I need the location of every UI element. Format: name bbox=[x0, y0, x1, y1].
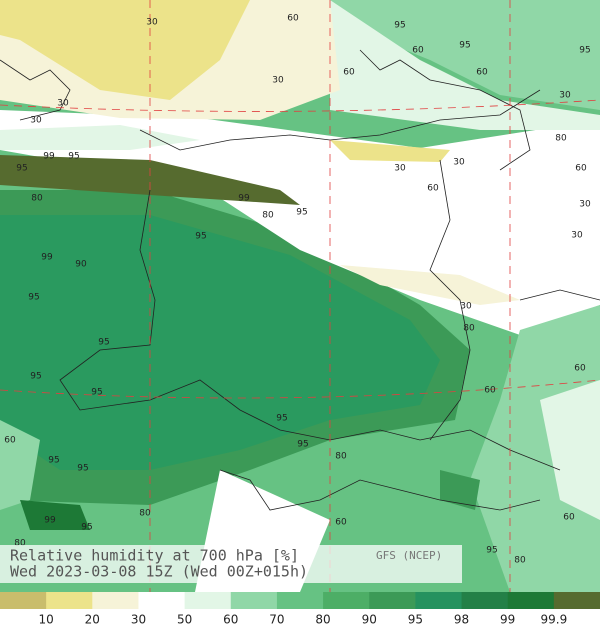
colorbar: 10 20 30 50 60 70 80 90 95 98 99 99.9 bbox=[0, 592, 600, 627]
colorbar-swatch bbox=[138, 592, 186, 609]
contour-label: 30 bbox=[460, 302, 472, 312]
contour-label: 30 bbox=[146, 18, 158, 28]
contour-label: 80 bbox=[14, 539, 26, 549]
contour-label: 99 bbox=[44, 516, 56, 526]
contour-label: 30 bbox=[579, 200, 591, 210]
colorbar-swatch bbox=[415, 592, 463, 609]
colorbar-label: 98 bbox=[454, 613, 469, 627]
contour-label: 95 bbox=[77, 464, 88, 474]
contour-label: 99 bbox=[43, 152, 55, 162]
contour-label: 30 bbox=[57, 99, 69, 109]
colorbar-label: 90 bbox=[362, 613, 377, 627]
contour-label: 30 bbox=[394, 164, 406, 174]
contour-label: 30 bbox=[453, 158, 465, 168]
colorbar-swatch bbox=[507, 592, 555, 609]
contour-label: 60 bbox=[574, 364, 586, 374]
contour-label: 60 bbox=[287, 14, 299, 24]
colorbar-label: 99.9 bbox=[540, 613, 567, 627]
contour-labels: 30 60 95 60 95 95 30 60 60 30 30 30 80 99 95 95 30 30 60 60… bbox=[4, 14, 591, 566]
colorbar-swatch bbox=[230, 592, 278, 609]
humidity-field bbox=[0, 0, 600, 592]
contour-label: 60 bbox=[563, 513, 575, 523]
contour-label: 90 bbox=[75, 260, 87, 270]
contour-label: 95 bbox=[48, 456, 59, 466]
contour-label: 95 bbox=[394, 21, 405, 31]
contour-label: 99 bbox=[41, 253, 53, 263]
contour-label: 80 bbox=[463, 324, 475, 334]
contour-label: 30 bbox=[571, 231, 583, 241]
contour-label: 80 bbox=[555, 134, 567, 144]
contour-label: 95 bbox=[16, 164, 27, 174]
colorbar-swatch bbox=[92, 592, 139, 609]
contour-label: 60 bbox=[335, 518, 347, 528]
contour-label: 95 bbox=[296, 208, 307, 218]
contour-label: 95 bbox=[486, 546, 497, 556]
contour-label: 80 bbox=[31, 194, 43, 204]
contour-label: 30 bbox=[30, 116, 42, 126]
contour-label: 99 bbox=[238, 194, 250, 204]
colorbar-swatch bbox=[46, 592, 93, 609]
contour-label: 80 bbox=[262, 211, 274, 221]
contour-label: 30 bbox=[559, 91, 571, 101]
contour-label: 95 bbox=[459, 41, 470, 51]
colorbar-swatch bbox=[461, 592, 509, 609]
contour-label: 60 bbox=[476, 68, 488, 78]
contour-label: 95 bbox=[91, 388, 102, 398]
title-box bbox=[0, 545, 462, 583]
colorbar-label: 70 bbox=[269, 613, 284, 627]
colorbar-label: 50 bbox=[177, 613, 192, 627]
contour-label: 95 bbox=[276, 414, 287, 424]
contour-label: 95 bbox=[30, 372, 41, 382]
colorbar-label: 60 bbox=[223, 613, 238, 627]
contour-label: 95 bbox=[81, 523, 92, 533]
map-title: Relative humidity at 700 hPa [%] bbox=[10, 547, 299, 565]
contour-label: 95 bbox=[579, 46, 590, 56]
contour-label: 80 bbox=[139, 509, 151, 519]
source: GFS (NCEP) bbox=[376, 549, 442, 562]
contour-label: 60 bbox=[343, 68, 355, 78]
colorbar-label: 10 bbox=[39, 613, 54, 627]
colorbar-swatch bbox=[323, 592, 370, 609]
colorbar-label: 99 bbox=[500, 613, 515, 627]
contour-label: 60 bbox=[412, 46, 424, 56]
contour-label: 60 bbox=[4, 436, 16, 446]
colorbar-swatch bbox=[553, 592, 600, 609]
contour-label: 95 bbox=[68, 152, 79, 162]
contour-label: 60 bbox=[484, 386, 496, 396]
colorbar-swatch bbox=[276, 592, 324, 609]
contour-label: 95 bbox=[98, 338, 109, 348]
contour-label: 95 bbox=[195, 232, 206, 242]
colorbar-label: 80 bbox=[315, 613, 330, 627]
colorbar-swatch bbox=[184, 592, 232, 609]
colorbar-label: 95 bbox=[408, 613, 423, 627]
colorbar-label: 30 bbox=[131, 613, 146, 627]
contour-label: 95 bbox=[28, 293, 39, 303]
contour-label: 30 bbox=[272, 76, 284, 86]
borders bbox=[0, 0, 600, 592]
colorbar-swatch bbox=[369, 592, 416, 609]
contour-label: 60 bbox=[575, 164, 587, 174]
contour-label: 60 bbox=[427, 184, 439, 194]
contour-label: 95 bbox=[297, 440, 308, 450]
colorbar-swatch bbox=[0, 592, 47, 609]
colorbar-label: 20 bbox=[85, 613, 100, 627]
contour-label: 80 bbox=[514, 556, 526, 566]
map-subtitle: Wed 2023-03-08 15Z (Wed 00Z+015h) bbox=[10, 563, 308, 581]
contour-label: 80 bbox=[335, 452, 347, 462]
